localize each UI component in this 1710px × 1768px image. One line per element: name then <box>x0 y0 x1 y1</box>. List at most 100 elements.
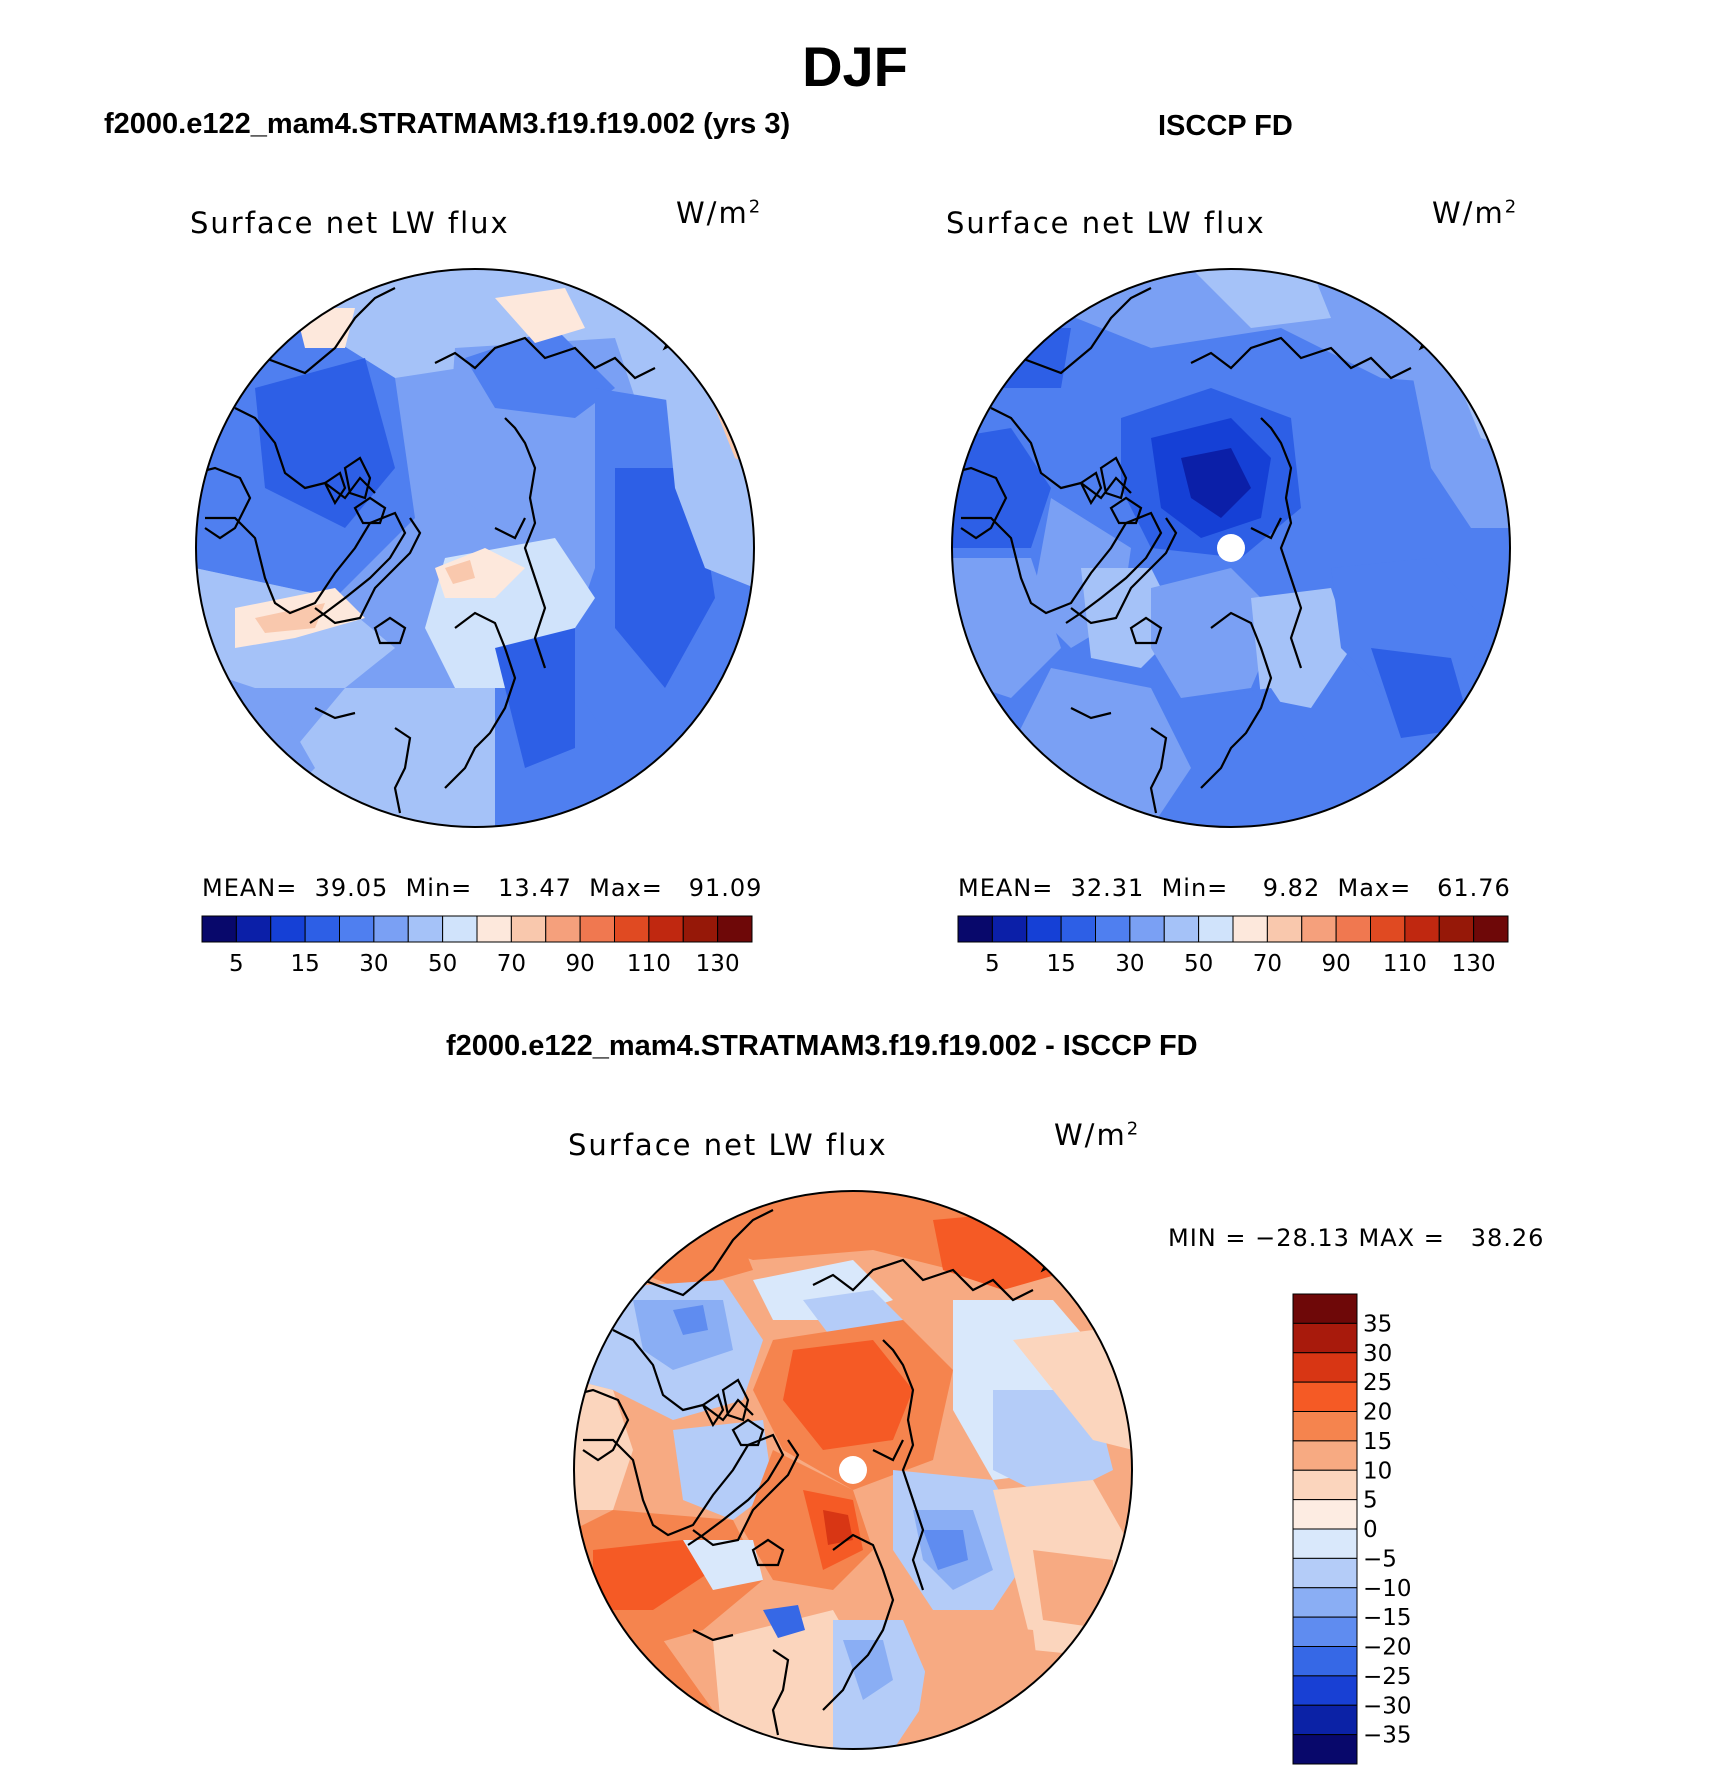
diff-colorbar-box <box>1292 1322 1358 1354</box>
diff-colorbar-box <box>1292 1469 1358 1501</box>
model-colorbar-box <box>476 915 512 943</box>
diff-colorbar-tick-label: −30 <box>1363 1693 1412 1719</box>
obs-colorbar-tick-label: 110 <box>1383 951 1427 977</box>
diff-colorbar-tick-label: 5 <box>1363 1488 1378 1514</box>
obs-colorbar-box <box>1129 915 1165 943</box>
obs-colorbar-box <box>1060 915 1096 943</box>
obs-colorbar-box <box>1095 915 1131 943</box>
diff-colorbar-tick-label: −35 <box>1363 1723 1412 1749</box>
obs-stats: MEAN= 32.31 Min= 9.82 Max= 61.76 <box>958 874 1511 902</box>
obs-colorbar-box <box>957 915 993 943</box>
model-colorbar-box <box>270 915 306 943</box>
diff-colorbar-tick-label: 0 <box>1363 1517 1378 1543</box>
obs-colorbar-tick-label: 90 <box>1321 951 1350 977</box>
diff-colorbar-box <box>1292 1616 1358 1647</box>
diff-colorbar-box <box>1292 1704 1358 1736</box>
model-variable-title: Surface net LW flux <box>190 206 510 240</box>
diff-colorbar: 35 30 25 20 15 10 5 0 −5 −10 −15 −20 −25 −30 −35 <box>1292 1293 1412 1765</box>
diff-colorbar-tick-label: −5 <box>1363 1546 1397 1572</box>
diff-colorbar-tick-label: 10 <box>1363 1458 1392 1484</box>
obs-colorbar-box <box>1232 915 1268 943</box>
obs-polar-map <box>951 268 1511 828</box>
model-polar-map <box>195 268 755 828</box>
diff-variable-title: Surface net LW flux <box>568 1128 888 1162</box>
model-colorbar-tick-label: 130 <box>696 951 740 977</box>
obs-colorbar-box <box>1335 915 1371 943</box>
model-colorbar-box <box>717 915 753 943</box>
obs-colorbar-box <box>1266 915 1303 943</box>
model-colorbar-box <box>373 915 409 943</box>
obs-colorbar-box <box>991 915 1028 943</box>
diff-colorbar-tick-label: 35 <box>1363 1311 1392 1337</box>
obs-colorbar-tick-label: 15 <box>1046 951 1075 977</box>
diff-colorbar-tick-label: −15 <box>1363 1605 1412 1631</box>
model-colorbar-box <box>407 915 444 943</box>
obs-colorbar-box <box>1163 915 1200 943</box>
model-units-label: W/m2 <box>676 196 763 230</box>
diff-colorbar-tick-label: 30 <box>1363 1341 1392 1367</box>
model-colorbar-box <box>235 915 272 943</box>
model-colorbar-tick-label: 15 <box>290 951 319 977</box>
figure-title: DJF <box>802 35 908 98</box>
diff-colorbar-box <box>1292 1411 1358 1442</box>
diff-colorbar-box <box>1292 1587 1358 1618</box>
diff-pole-mask <box>839 1456 867 1484</box>
diff-colorbar-box <box>1292 1734 1358 1765</box>
model-colorbar-tick-label: 30 <box>359 951 388 977</box>
model-colorbar-box <box>510 915 547 943</box>
diff-colorbar-box <box>1292 1293 1358 1324</box>
model-colorbar-box <box>614 915 650 943</box>
obs-colorbar-tick-label: 5 <box>985 951 1000 977</box>
obs-colorbar-tick-label: 130 <box>1452 951 1496 977</box>
obs-pole-mask <box>1217 534 1245 562</box>
obs-panel-header: ISCCP FD <box>1158 110 1293 142</box>
obs-colorbar-box <box>1404 915 1440 943</box>
model-colorbar-tick-label: 50 <box>428 951 457 977</box>
diff-colorbar-box <box>1292 1352 1358 1383</box>
obs-variable-title: Surface net LW flux <box>946 206 1266 240</box>
diff-colorbar-tick-label: −10 <box>1363 1576 1412 1602</box>
model-stats: MEAN= 39.05 Min= 13.47 Max= 91.09 <box>202 874 763 902</box>
model-colorbar-box <box>304 915 340 943</box>
diff-colorbar-box <box>1292 1440 1358 1471</box>
model-colorbar-box <box>339 915 375 943</box>
diff-colorbar-tick-label: 25 <box>1363 1370 1392 1396</box>
diff-colorbar-box <box>1292 1528 1358 1559</box>
obs-colorbar-box <box>1370 915 1406 943</box>
obs-colorbar: 5 15 30 50 70 90 110 130 <box>957 915 1509 977</box>
model-colorbar-box <box>545 915 581 943</box>
diff-colorbar-tick-label: −20 <box>1363 1635 1412 1661</box>
model-colorbar: 5 15 30 50 70 90 110 130 <box>201 915 753 977</box>
diff-colorbar-box <box>1292 1499 1358 1530</box>
obs-units-label: W/m2 <box>1432 196 1519 230</box>
diff-colorbar-box <box>1292 1381 1358 1412</box>
obs-colorbar-tick-label: 50 <box>1184 951 1213 977</box>
obs-colorbar-box <box>1301 915 1337 943</box>
model-colorbar-box <box>648 915 684 943</box>
diff-polar-map <box>573 1190 1133 1750</box>
obs-colorbar-box <box>1026 915 1062 943</box>
diff-colorbar-tick-label: −25 <box>1363 1664 1412 1690</box>
diff-units-label: W/m2 <box>1054 1118 1141 1152</box>
model-colorbar-box <box>682 915 719 943</box>
model-colorbar-tick-label: 90 <box>565 951 594 977</box>
model-colorbar-tick-label: 70 <box>497 951 526 977</box>
diff-colorbar-tick-label: 15 <box>1363 1429 1392 1455</box>
obs-colorbar-tick-label: 30 <box>1115 951 1144 977</box>
diff-stats: MIN = −28.13 MAX = 38.26 <box>1168 1224 1545 1252</box>
model-colorbar-box <box>442 915 478 943</box>
obs-colorbar-box <box>1473 915 1509 943</box>
diff-colorbar-box <box>1292 1557 1358 1589</box>
obs-colorbar-box <box>1198 915 1234 943</box>
model-panel-header: f2000.e122_mam4.STRATMAM3.f19.f19.002 (y… <box>104 108 791 140</box>
diff-panel-header: f2000.e122_mam4.STRATMAM3.f19.f19.002 - … <box>446 1030 1198 1062</box>
obs-colorbar-tick-label: 70 <box>1253 951 1282 977</box>
model-colorbar-box <box>201 915 237 943</box>
obs-colorbar-box <box>1438 915 1475 943</box>
model-colorbar-tick-label: 110 <box>627 951 671 977</box>
diff-colorbar-box <box>1292 1675 1358 1706</box>
model-colorbar-box <box>579 915 615 943</box>
diff-colorbar-tick-label: 20 <box>1363 1400 1392 1426</box>
diff-colorbar-box <box>1292 1646 1358 1677</box>
model-colorbar-tick-label: 5 <box>229 951 244 977</box>
